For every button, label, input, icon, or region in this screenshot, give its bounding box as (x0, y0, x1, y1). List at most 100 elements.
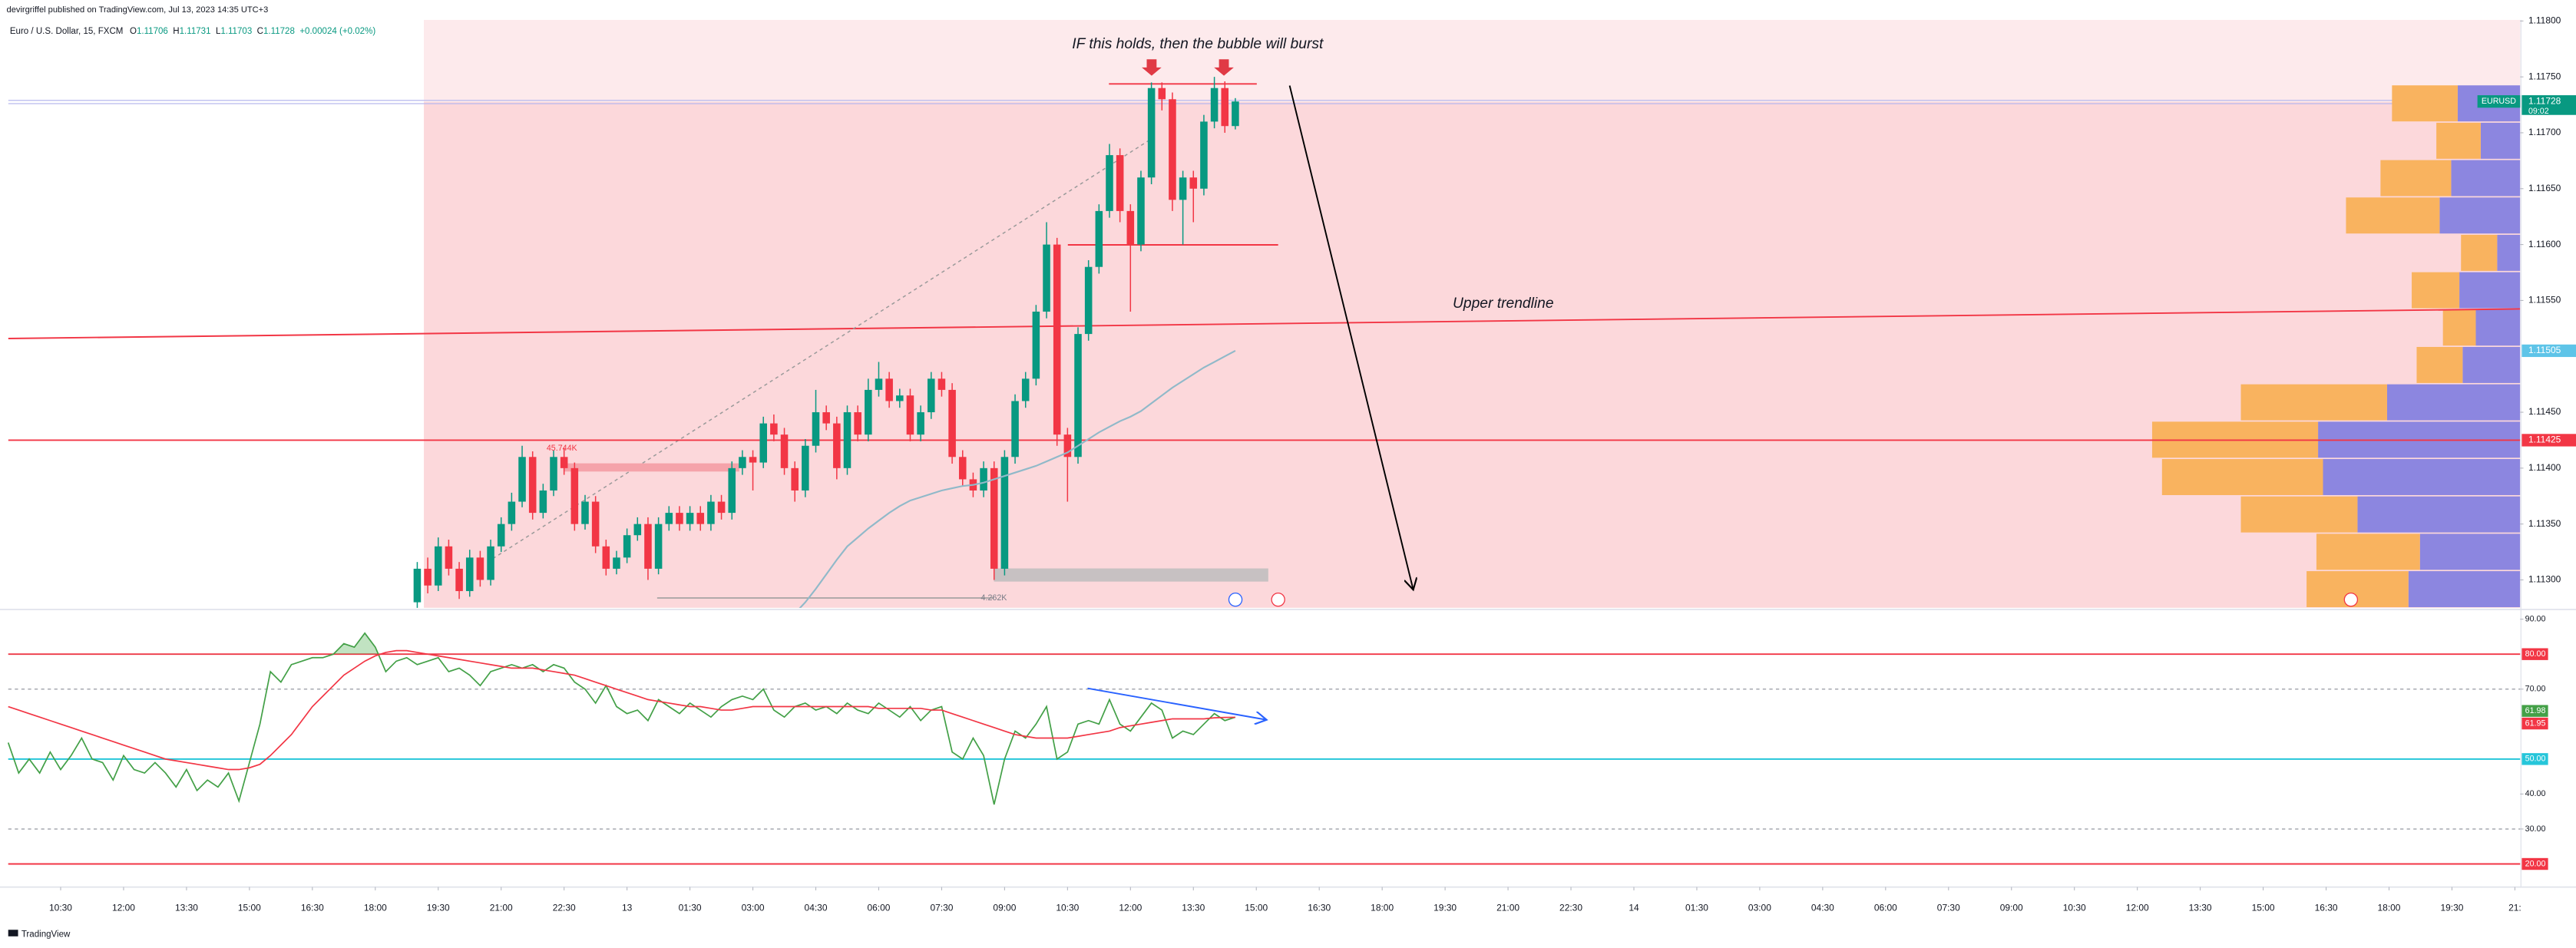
x-tick-label: 19:30 (1433, 903, 1457, 913)
price-badge: 1.11728 (2528, 95, 2561, 106)
x-tick-label: 10:30 (1056, 903, 1079, 913)
candle-body (1032, 311, 1040, 379)
candle-body (560, 457, 568, 468)
candle-body (885, 378, 893, 401)
candle-body (917, 412, 924, 435)
vp-bar-a (2161, 459, 2323, 495)
candle-body (413, 568, 422, 603)
y-tick-label: 1.11800 (2528, 15, 2561, 26)
candle-body (1147, 88, 1156, 178)
y-tick-label: 1.11400 (2528, 462, 2561, 473)
candle-body (1063, 434, 1072, 457)
y-tick-label: 1.11600 (2528, 239, 2561, 249)
volume-label: 4.262K (981, 593, 1008, 603)
candle-body (717, 501, 726, 514)
candle-body (654, 524, 663, 569)
brand: TradingView (21, 930, 71, 940)
x-tick-label: 16:30 (301, 903, 324, 913)
candle-body (1106, 155, 1113, 211)
candle-body (1084, 266, 1093, 335)
x-tick-label: 15:00 (2252, 903, 2275, 913)
ohlc-value: 1.11728 (263, 27, 295, 36)
y-tick-label: 1.11650 (2528, 183, 2561, 193)
candle-body (739, 457, 746, 468)
x-tick-label: 06:00 (867, 903, 890, 913)
price-badge-bg (2521, 95, 2576, 115)
vp-bar-a (2392, 85, 2458, 122)
rsi-level-badge (2521, 753, 2548, 765)
y-tick-label: 1.11700 (2528, 127, 2561, 137)
x-tick-label: 15:00 (1245, 903, 1268, 913)
vp-bar-b (2459, 272, 2521, 309)
x-tick-label: 10:30 (49, 903, 72, 913)
candle-body (822, 412, 830, 424)
zone-top (424, 19, 2521, 102)
x-tick-label: 10:30 (2063, 903, 2086, 913)
rsi-line (7, 632, 1236, 805)
x-tick-label: 19:30 (427, 903, 450, 913)
rsi-value-label: 61.98 (2525, 706, 2546, 715)
projection-arrow (1288, 85, 1413, 588)
x-tick-label: 18:00 (2378, 903, 2401, 913)
event-icon (1271, 592, 1285, 607)
candle-body (906, 395, 914, 435)
arrow-down (1142, 59, 1162, 76)
vp-bar-a (2442, 309, 2476, 346)
rsi-level-label: 80.00 (2525, 649, 2546, 659)
candle-body (1053, 244, 1061, 435)
candle-body (1221, 88, 1229, 127)
candle-body (812, 412, 820, 446)
candle-body (1200, 121, 1208, 189)
rsi-level-badge (2521, 648, 2548, 660)
vp-bar-a (2461, 234, 2498, 271)
y-tick-label: 1.11450 (2528, 406, 2561, 417)
ohlc-letter: L (216, 27, 221, 36)
candle-body (581, 501, 589, 524)
x-tick-label: 09:00 (993, 903, 1016, 913)
candle-body (633, 524, 642, 536)
x-tick-label: 13:30 (2189, 903, 2212, 913)
vp-bar-b (2439, 197, 2521, 234)
rsi-level-label: 20.00 (2525, 859, 2546, 868)
symbol-badge (2477, 95, 2521, 108)
vp-bar-a (2380, 160, 2452, 197)
arrow-down (1214, 59, 1234, 76)
candle-body (1000, 457, 1009, 569)
rsi-value-badge (2521, 717, 2548, 730)
candle-body (802, 445, 809, 491)
vp-bar-b (2408, 571, 2521, 608)
axes: 10:30 12:00 13:30 15:00 16:30 18:00 19:30 21:00… (49, 15, 2576, 913)
candle-body (980, 467, 987, 491)
candle-body (518, 457, 526, 502)
candle-body (476, 557, 484, 580)
ohlc-value: 1.11731 (180, 27, 211, 36)
symbol-line: Euro / U.S. Dollar, 15, FXCM O1.11706 H1.1… (10, 27, 376, 36)
x-tick-label: 18:00 (364, 903, 387, 913)
candle-body (854, 412, 861, 435)
countdown: 09:02 (2528, 107, 2549, 116)
rsi-value-label: 61.95 (2525, 718, 2546, 728)
y-tick-label: 1.11300 (2528, 574, 2561, 585)
x-tick-label: 14 (1629, 903, 1639, 913)
candle-body (728, 467, 736, 514)
candle-body (780, 434, 789, 468)
vp-bar-b (2475, 309, 2521, 346)
candle-body (948, 389, 956, 457)
candle-body (1210, 88, 1219, 122)
candle-body (434, 546, 442, 586)
change: +0.00024 (+0.02%) (299, 27, 375, 36)
candle-body (686, 513, 694, 524)
candle-body (958, 457, 967, 480)
ohlc-letter: C (257, 27, 263, 36)
level-badge: 1.11425 (2528, 434, 2561, 445)
vp-bar-a (2412, 272, 2460, 309)
publisher: devirgriffel published on TradingView.co… (7, 5, 269, 15)
candle-body (1074, 334, 1082, 457)
volume-zone (994, 568, 1268, 582)
candle-body (1232, 101, 1239, 127)
volume-label: 45.744K (547, 444, 578, 453)
x-tick-label: 01:30 (1685, 903, 1708, 913)
x-tick-label: 16:30 (1308, 903, 1331, 913)
candle-body (1137, 177, 1145, 245)
